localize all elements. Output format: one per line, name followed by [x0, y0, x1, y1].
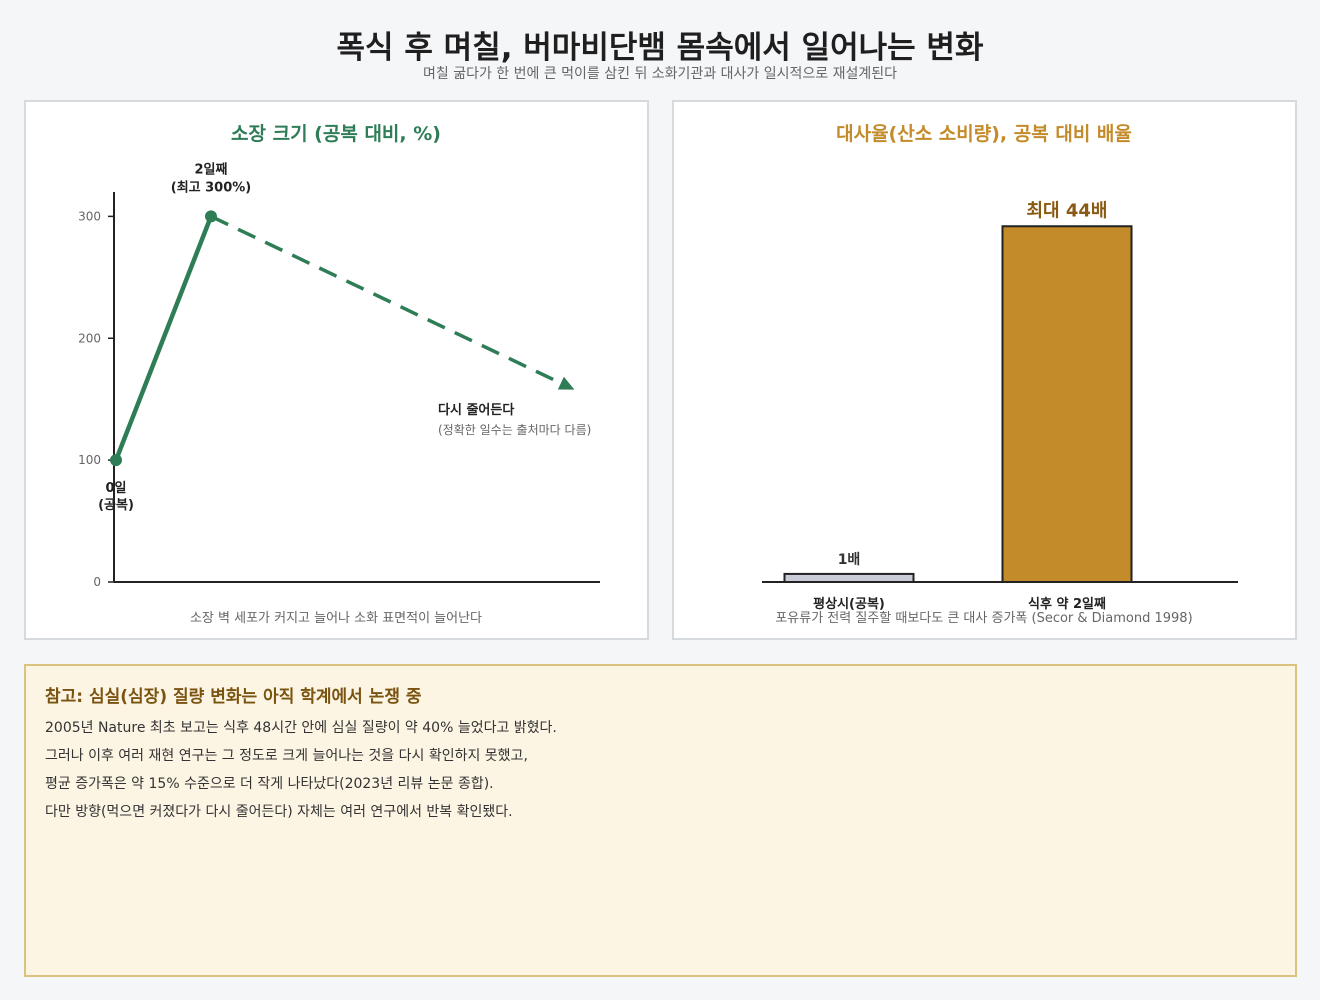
- intestine-size-panel: 소장 크기 (공복 대비, %) 0 100 200 300 0일 (공복) 2일째 (최고…: [24, 100, 649, 640]
- note-body: 2005년 Nature 최초 보고는 식후 48시간 안에 심실 질량이 약 …: [45, 718, 557, 830]
- note-line: 평균 증가폭은 약 15% 수준으로 더 작게 나타났다(2023년 리뷰 논문…: [45, 776, 494, 792]
- category-label: 식후 약 2일째: [1028, 596, 1106, 612]
- decline-arrowhead: [557, 376, 575, 390]
- bar-chart-caption: 포유류가 전력 질주할 때보다도 큰 대사 증가폭 (Secor & Diamo…: [775, 611, 1192, 626]
- data-point: [205, 210, 217, 223]
- note-line: 그러나 이후 여러 재현 연구는 그 정도로 크게 늘어나는 것을 다시 확인하…: [45, 748, 528, 764]
- y-tick-label: 300: [78, 209, 101, 223]
- point-label: (최고 300%): [171, 180, 252, 195]
- note-line: 2005년 Nature 최초 보고는 식후 48시간 안에 심실 질량이 약 …: [45, 720, 557, 736]
- bar: [1001, 225, 1133, 584]
- page-title: 폭식 후 며칠, 버마비단뱀 몸속에서 일어나는 변화: [336, 30, 984, 66]
- note-title: 참고: 심실(심장) 질량 변화는 아직 학계에서 논쟁 중: [45, 687, 422, 707]
- point-label: 2일째: [195, 162, 228, 177]
- category-label: 평상시(공복): [813, 596, 885, 612]
- note-line: 다만 방향(먹으면 커졌다가 다시 줄어든다) 자체는 여러 연구에서 반복 확…: [45, 804, 513, 820]
- bar-value-label: 1배: [838, 552, 861, 568]
- point-label: (공복): [98, 498, 134, 513]
- trend-label: 다시 줄어든다: [438, 402, 514, 418]
- intestine-size-chart: 소장 크기 (공복 대비, %) 0 100 200 300 0일 (공복) 2일째 (최고…: [78, 123, 600, 626]
- data-point: [110, 454, 122, 467]
- bar-chart-title: 대사율(산소 소비량), 공복 대비 배율: [836, 123, 1132, 145]
- page-subtitle: 며칠 굶다가 한 번에 큰 먹이를 삼킨 뒤 소화기관과 대사가 일시적으로 재…: [423, 66, 897, 82]
- note-box: 참고: 심실(심장) 질량 변화는 아직 학계에서 논쟁 중 2005년 Nat…: [24, 664, 1297, 977]
- bar-value-label: 최대 44배: [1027, 200, 1108, 221]
- trend-sublabel: (정확한 일수는 출처마다 다름): [438, 423, 591, 437]
- bar: [783, 572, 915, 583]
- rise-segment: [113, 214, 214, 463]
- y-tick-label: 200: [78, 331, 101, 345]
- y-tick-label: 100: [78, 453, 101, 467]
- point-label: 0일: [105, 481, 126, 496]
- line-chart-caption: 소장 벽 세포가 커지고 늘어나 소화 표면적이 늘어난다: [190, 611, 482, 626]
- line-chart-title: 소장 크기 (공복 대비, %): [231, 123, 441, 145]
- decline-dashed-segment: [210, 214, 562, 385]
- y-tick-label: 0: [93, 575, 101, 589]
